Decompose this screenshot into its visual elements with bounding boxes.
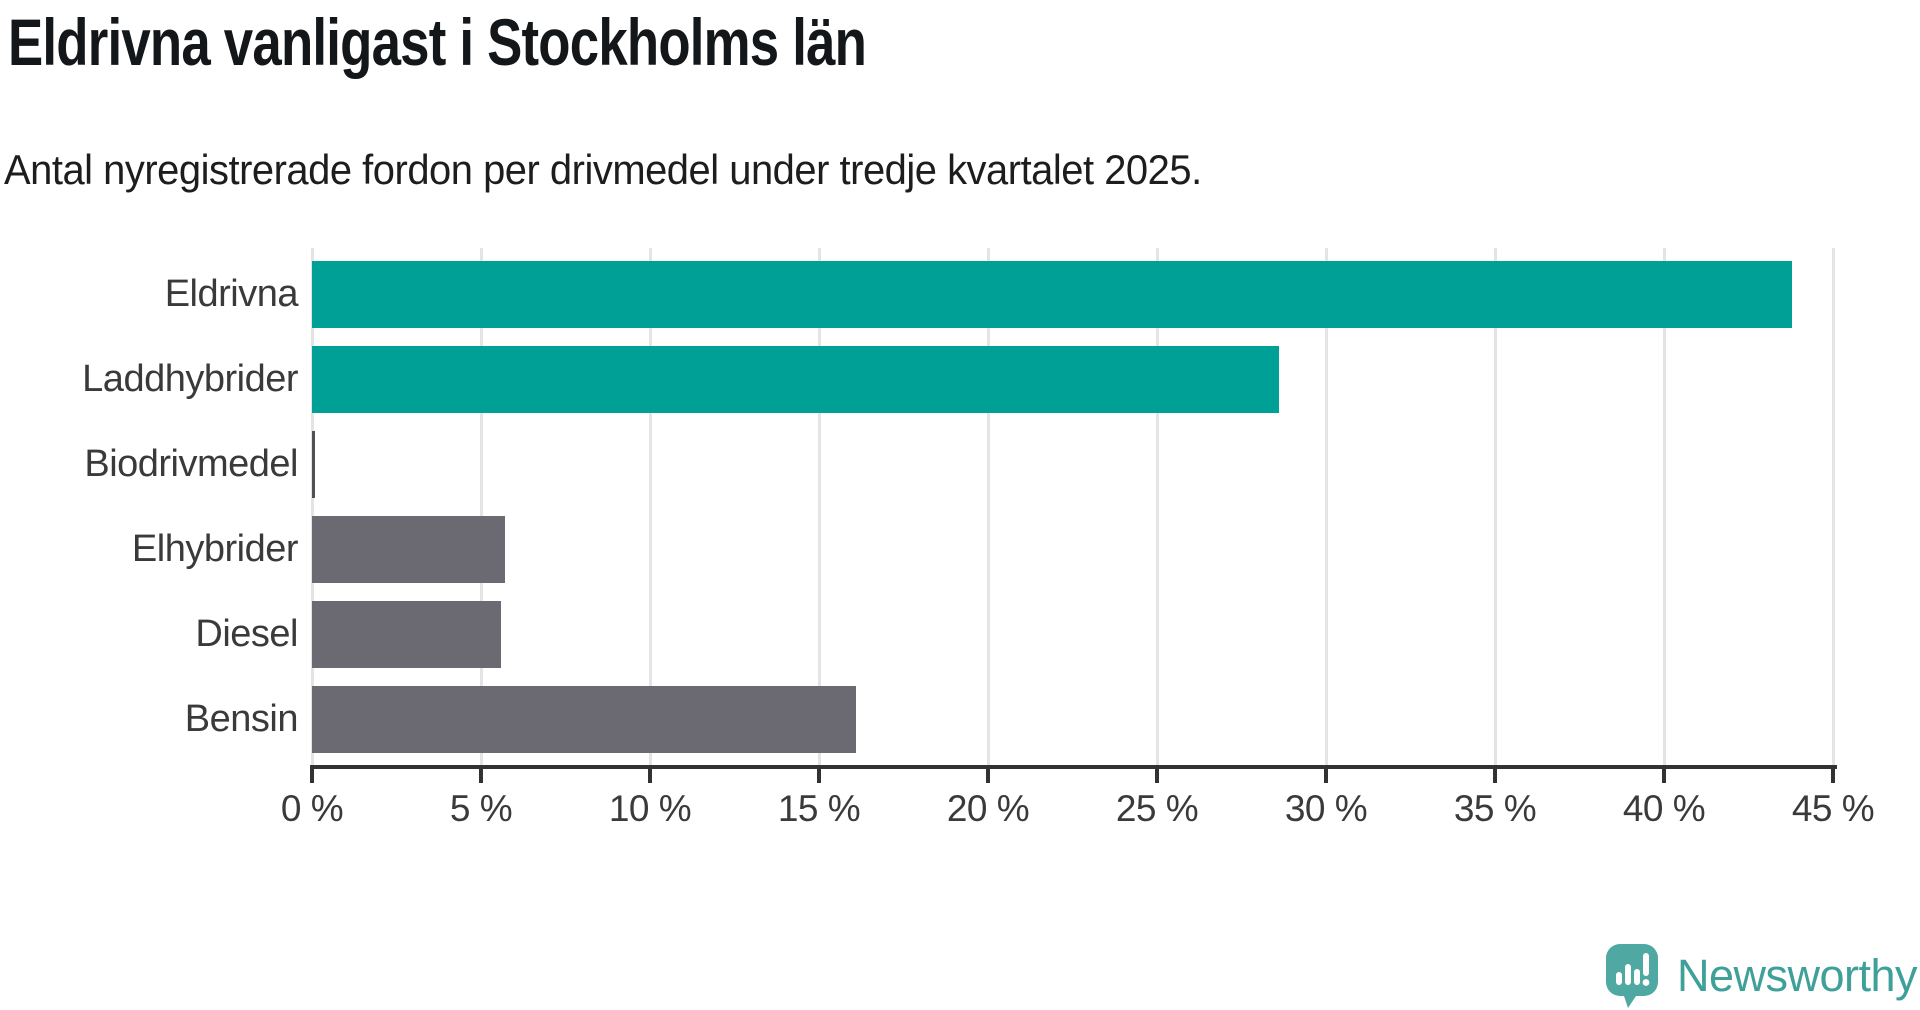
category-label-biodrivmedel: Biodrivmedel [84, 443, 298, 485]
bar-glyph-medium [1634, 969, 1640, 985]
category-label-eldrivna: Eldrivna [164, 273, 299, 315]
newsworthy-brand: Newsworthy [1606, 944, 1918, 1008]
gridline-15 [817, 248, 821, 767]
exclamation-dot-glyph [1642, 979, 1650, 986]
gridline-35 [1493, 248, 1497, 767]
x-axis-tick-40 [1662, 765, 1666, 783]
x-tick-label-40: 40 % [1622, 788, 1706, 829]
bar-glyph-tall [1625, 964, 1631, 985]
gridline-40 [1662, 248, 1666, 767]
x-tick-label-10: 10 % [608, 788, 692, 829]
bar-elhybrider [312, 516, 505, 583]
gridline-20 [986, 248, 990, 767]
gridline-5 [479, 248, 483, 767]
x-axis-tick-30 [1324, 765, 1328, 783]
category-label-bensin: Bensin [184, 698, 299, 740]
gridline-0 [310, 248, 314, 767]
x-axis-tick-35 [1493, 765, 1497, 783]
bar-biodrivmedel [312, 431, 315, 498]
gridline-10 [648, 248, 652, 767]
x-axis-tick-5 [479, 765, 483, 783]
gridline-25 [1155, 248, 1159, 767]
category-label-diesel: Diesel [195, 613, 298, 655]
speech-bubble-shape [1606, 944, 1658, 1008]
x-tick-label-35: 35 % [1453, 788, 1537, 829]
x-axis-tick-25 [1155, 765, 1159, 783]
x-axis-tick-0 [310, 765, 314, 783]
category-label-elhybrider: Elhybrider [131, 528, 299, 570]
x-tick-label-20: 20 % [946, 788, 1030, 829]
bar-diesel [312, 601, 502, 668]
exclamation-bar-glyph [1643, 953, 1649, 976]
x-tick-label-25: 25 % [1115, 788, 1199, 829]
x-axis-tick-10 [648, 765, 652, 783]
chart-subtitle: Antal nyregistrerade fordon per drivmede… [4, 146, 1202, 193]
bar-glyph-short [1616, 972, 1622, 985]
newsworthy-logo-text: Newsworthy [1677, 950, 1918, 1001]
x-tick-label-30: 30 % [1284, 788, 1368, 829]
x-axis-line [310, 765, 1837, 769]
x-tick-label-0: 0 % [280, 788, 344, 829]
gridline-30 [1324, 248, 1328, 767]
x-axis-tick-45 [1831, 765, 1835, 783]
bar-bensin [312, 686, 857, 753]
bar-laddhybrider [312, 346, 1279, 413]
x-axis-tick-20 [986, 765, 990, 783]
category-label-laddhybrider: Laddhybrider [82, 358, 298, 400]
newsworthy-speech-bubble-bar-chart-icon [1606, 944, 1658, 1008]
gridline-45 [1831, 248, 1835, 767]
bar-eldrivna [312, 261, 1793, 328]
x-tick-label-45: 45 % [1791, 788, 1875, 829]
x-axis-tick-15 [817, 765, 821, 783]
x-tick-label-5: 5 % [449, 788, 513, 829]
x-tick-label-15: 15 % [777, 788, 861, 829]
chart-title: Eldrivna vanligast i Stockholms län [8, 5, 867, 79]
